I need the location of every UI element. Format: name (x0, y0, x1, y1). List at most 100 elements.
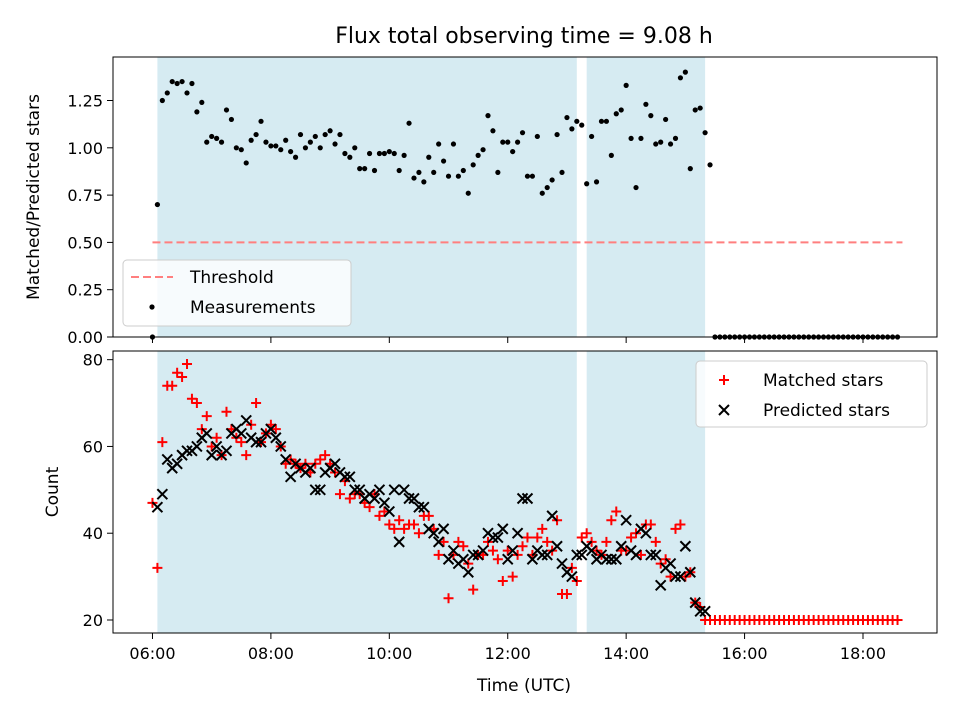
data-point (161, 453, 173, 466)
data-point (534, 133, 540, 140)
data-point (497, 575, 508, 586)
data-point (307, 139, 313, 145)
x-tick-label: 14:00 (603, 644, 649, 663)
data-point (443, 593, 454, 604)
data-point (542, 536, 553, 547)
data-point (620, 514, 632, 526)
data-point (589, 133, 595, 140)
data-point (288, 148, 294, 155)
data-point (378, 497, 391, 509)
data-point (218, 139, 225, 145)
data-point (418, 501, 430, 513)
data-point (383, 505, 396, 518)
data-point (152, 562, 163, 573)
data-point (391, 150, 397, 157)
data-point (169, 78, 175, 85)
y-tick-label: 20 (83, 611, 103, 630)
data-point (581, 528, 592, 539)
data-point (408, 519, 419, 530)
data-point (500, 139, 506, 145)
data-point (241, 450, 252, 461)
data-point (438, 536, 449, 547)
data-point (283, 137, 289, 143)
data-point (292, 154, 299, 160)
data-point (352, 145, 358, 151)
data-point (250, 436, 262, 448)
data-point (396, 167, 402, 174)
data-point (179, 78, 185, 85)
legend-predicted-swatch (718, 404, 730, 416)
data-point (677, 75, 684, 81)
data-point (315, 454, 326, 465)
x-tick-label: 10:00 (366, 644, 412, 663)
data-point (603, 118, 610, 124)
data-point (211, 432, 222, 443)
data-point (674, 570, 687, 583)
data-point (529, 173, 536, 179)
data-point (450, 141, 457, 147)
data-point (519, 130, 526, 136)
count-plot-frame (112, 350, 938, 634)
count-y-ticks: 20 40 60 80 (83, 351, 113, 630)
data-point (182, 359, 193, 370)
data-point (171, 458, 183, 470)
legend-matched-label: Matched stars (763, 371, 883, 391)
data-point (194, 109, 200, 115)
x-tick-label: 16:00 (722, 644, 768, 663)
observing-window-2 (586, 351, 706, 633)
data-point (384, 519, 395, 530)
data-point (376, 150, 383, 157)
data-point (342, 150, 348, 157)
y-tick-label: 60 (83, 437, 103, 456)
data-point (373, 484, 386, 496)
legend-matched-swatch (719, 375, 729, 385)
data-point (233, 145, 239, 151)
data-point (692, 107, 698, 113)
data-point (645, 519, 656, 530)
data-point (431, 169, 437, 176)
data-point (366, 150, 373, 157)
data-point (357, 166, 363, 172)
data-point (297, 131, 304, 138)
data-point (526, 553, 539, 565)
data-point (487, 531, 499, 544)
x-tick-label: 08:00 (248, 644, 294, 663)
data-point (707, 162, 713, 168)
data-point (645, 549, 657, 561)
observing-window-2 (586, 57, 706, 337)
data-point (502, 545, 513, 556)
data-point (511, 527, 524, 539)
data-point (240, 414, 252, 427)
data-point (423, 510, 434, 521)
data-point (278, 147, 284, 153)
data-point (327, 128, 333, 134)
data-point (413, 528, 424, 539)
data-point (268, 143, 274, 149)
data-point (507, 571, 518, 582)
observing-windows (157, 351, 706, 633)
data-point (304, 462, 317, 474)
data-point (544, 184, 550, 191)
data-point (643, 101, 649, 107)
data-point (253, 131, 259, 138)
data-point (453, 536, 464, 547)
data-point (618, 107, 624, 113)
data-point (191, 398, 202, 409)
data-point (181, 445, 193, 457)
data-point (386, 148, 392, 155)
data-point (664, 557, 677, 570)
data-point (416, 169, 422, 176)
data-point (682, 69, 688, 75)
data-point (275, 440, 287, 453)
legend-measurements-label: Measurements (190, 298, 316, 318)
data-point (465, 190, 471, 196)
data-point (630, 549, 642, 561)
data-point (186, 393, 197, 404)
data-point (584, 181, 590, 187)
data-point (536, 549, 548, 561)
data-point (426, 154, 432, 160)
data-point (339, 471, 351, 483)
data-point (157, 437, 168, 448)
data-point (273, 143, 279, 149)
ratio-x-ticks (151, 337, 864, 343)
